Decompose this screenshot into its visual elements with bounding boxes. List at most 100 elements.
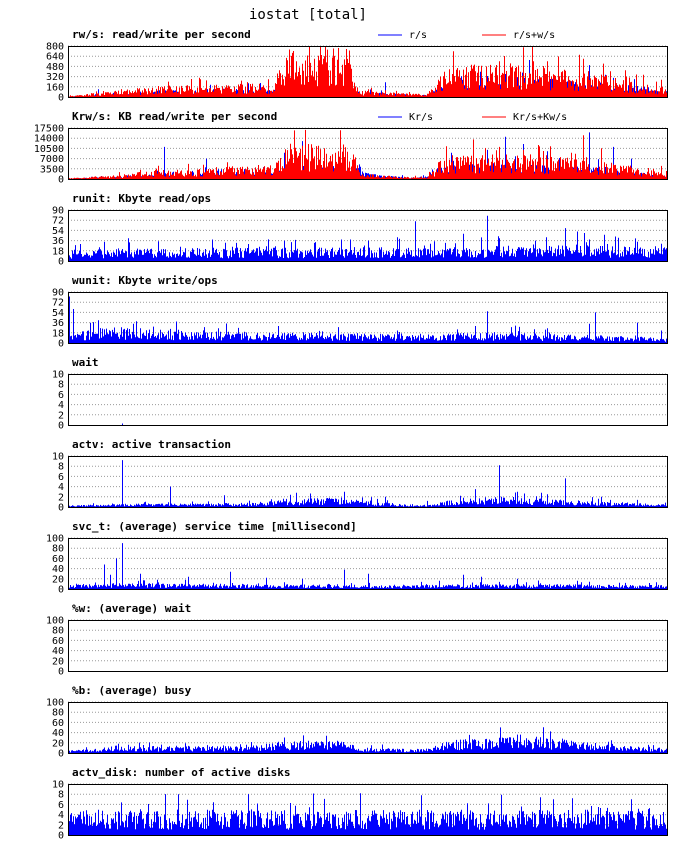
y-tick-label: 0 [58, 749, 64, 760]
y-tick-label: 10500 [34, 144, 64, 155]
y-tick-label: 6 [58, 472, 64, 483]
chart-panel-svc_t: svc_t: (average) service time [milliseco… [46, 520, 668, 596]
panel-title: wait [72, 356, 99, 369]
y-tick-label: 4 [58, 482, 64, 493]
y-tick-label: 320 [46, 72, 64, 83]
y-tick-label: 100 [46, 698, 64, 709]
y-tick-label: 0 [58, 339, 64, 350]
y-tick-label: 14000 [34, 134, 64, 145]
y-tick-label: 0 [58, 421, 64, 432]
y-tick-label: 8 [58, 790, 64, 801]
y-tick-label: 40 [52, 564, 64, 575]
panel-title: actv_disk: number of active disks [72, 766, 291, 779]
chart-panel-krws: Krw/s: KB read/write per second 035007000… [34, 110, 668, 186]
y-tick-label: 8 [58, 380, 64, 391]
plot-frame [68, 128, 668, 180]
y-tick-label: 80 [52, 708, 64, 719]
legend-label: r/s+w/s [513, 30, 555, 41]
y-tick-label: 40 [52, 646, 64, 657]
y-tick-label: 54 [52, 226, 64, 237]
y-tick-label: 160 [46, 82, 64, 93]
y-tick-label: 36 [52, 236, 64, 247]
y-tick-label: 2 [58, 820, 64, 831]
series-area-actv_disk [68, 793, 668, 835]
legend-label: Kr/s [409, 112, 433, 123]
plot-frame [68, 292, 668, 344]
chart-panel-rws: rw/s: read/write per second 0160320480640… [46, 28, 668, 104]
y-tick-label: 20 [52, 656, 64, 667]
y-tick-label: 20 [52, 738, 64, 749]
series-area-runit [68, 215, 668, 261]
panel-title: runit: Kbyte read/ops [72, 192, 211, 205]
panel-title: wunit: Kbyte write/ops [72, 274, 218, 287]
panel-title: Krw/s: KB read/write per second [72, 110, 277, 123]
y-tick-label: 90 [52, 206, 64, 217]
y-tick-label: 0 [58, 667, 64, 678]
y-tick-label: 0 [58, 831, 64, 842]
y-tick-label: 0 [58, 257, 64, 268]
series-area-svc_t [68, 543, 668, 589]
panel-title: %w: (average) wait [72, 602, 191, 615]
plot-frame [68, 374, 668, 426]
series-area-pb [68, 727, 668, 753]
panel-title: rw/s: read/write per second [72, 28, 251, 41]
y-tick-label: 6 [58, 390, 64, 401]
series-area-wunit [68, 296, 668, 343]
y-tick-label: 480 [46, 62, 64, 73]
y-tick-label: 4 [58, 810, 64, 821]
y-tick-label: 0 [58, 585, 64, 596]
series-area-wait [68, 423, 668, 425]
y-tick-label: 10 [52, 452, 64, 463]
y-tick-label: 54 [52, 308, 64, 319]
y-tick-label: 2 [58, 410, 64, 421]
series-area-Kr/s+Kw/s [68, 129, 668, 179]
y-tick-label: 800 [46, 42, 64, 53]
plot-frame [68, 456, 668, 508]
y-tick-label: 36 [52, 318, 64, 329]
plot-frame [68, 620, 668, 672]
y-tick-label: 10 [52, 370, 64, 381]
plot-frame [68, 702, 668, 754]
panel-title: actv: active transaction [72, 438, 231, 451]
y-tick-label: 72 [52, 216, 64, 227]
y-tick-label: 17500 [34, 124, 64, 135]
y-tick-label: 100 [46, 616, 64, 627]
y-tick-label: 0 [58, 503, 64, 514]
page-title: iostat [total] [249, 7, 367, 23]
chart-panels: rw/s: read/write per second0160320480640… [34, 28, 668, 842]
y-tick-label: 3500 [40, 164, 64, 175]
y-tick-label: 10 [52, 780, 64, 791]
y-tick-label: 2 [58, 492, 64, 503]
y-tick-label: 4 [58, 400, 64, 411]
y-tick-label: 72 [52, 298, 64, 309]
plot-frame [68, 210, 668, 262]
y-tick-label: 60 [52, 718, 64, 729]
y-tick-label: 20 [52, 574, 64, 585]
y-tick-label: 60 [52, 554, 64, 565]
y-tick-label: 100 [46, 534, 64, 545]
y-tick-label: 80 [52, 544, 64, 555]
y-tick-label: 90 [52, 288, 64, 299]
y-tick-label: 18 [52, 328, 64, 339]
y-tick-label: 0 [58, 175, 64, 186]
y-tick-label: 80 [52, 626, 64, 637]
plot-frame [68, 46, 668, 98]
y-tick-label: 7000 [40, 154, 64, 165]
panel-title: %b: (average) busy [72, 684, 192, 697]
legend-label: r/s [409, 30, 427, 41]
series-area-r/s+w/s [68, 46, 668, 97]
plot-frame [68, 538, 668, 590]
y-tick-label: 640 [46, 52, 64, 63]
y-tick-label: 60 [52, 636, 64, 647]
series-area-actv [68, 460, 668, 507]
y-tick-label: 6 [58, 800, 64, 811]
panel-title: svc_t: (average) service time [milliseco… [72, 520, 357, 533]
y-tick-label: 18 [52, 246, 64, 257]
